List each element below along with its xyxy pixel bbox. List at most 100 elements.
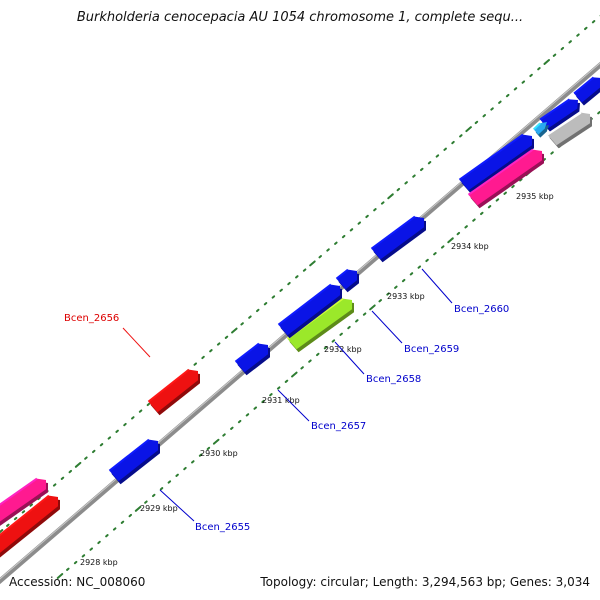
tick-dot (487, 205, 492, 209)
tick-dot (318, 255, 322, 259)
gene-feature-bcen-2659-highlight (277, 283, 332, 326)
gene-feature-tiny-lightblue[interactable] (533, 122, 549, 138)
gene-feature-small-blue-body (336, 269, 358, 290)
tick-dot (159, 487, 164, 491)
tick-dot (245, 413, 250, 417)
tick-dot (222, 433, 226, 437)
tick-dot (519, 178, 523, 182)
tick-dot (339, 332, 343, 336)
tick-dot (465, 126, 472, 133)
gene-feature-left-pink[interactable] (0, 477, 49, 529)
tick-dot (74, 461, 82, 468)
tick-dot (151, 493, 156, 498)
tick-dot (401, 278, 406, 283)
gene-feature-tiny-lightblue-shadow (535, 125, 549, 138)
gene-feature-bcen-2655[interactable] (108, 438, 161, 485)
tick-dot (128, 513, 133, 518)
gene-labels: Bcen_2656 Bcen_2655 Bcen_2657 Bcen_2658 … (64, 268, 509, 533)
gene-feature-left-pink-body (0, 478, 47, 522)
gene-label-bcen-2660[interactable]: Bcen_2660 (454, 304, 509, 315)
gene-feature-small-blue[interactable] (335, 268, 360, 293)
gene-feature-bcen-2659-body (278, 284, 341, 336)
tick-dot (73, 560, 78, 565)
callout-line-bcen-2660 (421, 268, 453, 304)
tick-dot (138, 409, 143, 413)
tick-dot (591, 20, 596, 24)
gene-label-bcen-2657[interactable]: Bcen_2657 (311, 421, 366, 432)
tick-dot (144, 500, 148, 504)
accession-label: Accession: NC_008060 (9, 575, 146, 589)
gene-feature-tiny-lightblue-highlight (533, 122, 541, 131)
tick-dot (183, 466, 187, 471)
tick-dot-tracks (0, 14, 600, 579)
tick-dot (193, 362, 198, 366)
tick-dot (315, 352, 320, 357)
gene-feature-bcen-2657[interactable] (234, 342, 271, 376)
tick-dot (198, 453, 203, 457)
gene-feature-left-red-body (0, 495, 59, 553)
gene-label-bcen-2656[interactable]: Bcen_2656 (64, 313, 119, 324)
gene-label-bcen-2659[interactable]: Bcen_2659 (404, 344, 459, 355)
tick-dot (380, 201, 385, 205)
callout-line-bcen-2655 (159, 489, 195, 522)
tick-dot (240, 322, 244, 326)
gene-feature-bcen-2656[interactable] (147, 368, 201, 416)
tick-dot (440, 245, 445, 249)
callout-line-bcen-2659 (371, 310, 403, 344)
gene-feature-topright-blue-body (540, 99, 578, 129)
tick-dot (597, 111, 600, 115)
tick-dot (373, 208, 377, 212)
tick-dot (505, 93, 510, 98)
tick-dot (201, 355, 205, 360)
scale-labels: 2928 kbp 2929 kbp 2930 kbp 2931 kbp 2932… (80, 192, 554, 567)
tick-dot (295, 275, 299, 279)
tick-dot (309, 260, 316, 267)
tick-dot (378, 299, 382, 303)
gene-feature-corner-blue[interactable] (573, 76, 600, 106)
tick-dot (224, 335, 229, 339)
scale-label-2935: 2935 kbp (516, 192, 554, 201)
tick-dot (284, 379, 289, 383)
tick-dot (21, 510, 26, 514)
gene-label-bcen-2658[interactable]: Bcen_2658 (366, 374, 421, 385)
callout-line-bcen-2657 (277, 389, 310, 422)
tick-dot (97, 540, 101, 545)
tick-dot (451, 140, 455, 145)
tick-dot (568, 40, 572, 44)
tick-dot (369, 304, 376, 311)
gene-feature-upper-pink[interactable] (467, 148, 545, 209)
tick-dot (387, 193, 394, 200)
scale-label-2933: 2933 kbp (387, 292, 425, 301)
tick-dot (115, 429, 119, 433)
gene-feature-upper-blue-highlight (458, 133, 524, 181)
tick-dot (253, 406, 258, 410)
tick-dot (167, 480, 172, 484)
gene-feature-topright-grey-highlight (546, 111, 582, 136)
gene-feature-upper-blue[interactable] (458, 133, 535, 194)
tick-dot (263, 302, 268, 306)
tick-dot (412, 174, 416, 178)
tick-dot (56, 573, 64, 579)
gene-feature-topright-blue[interactable] (539, 98, 580, 132)
tick-dot (349, 228, 354, 232)
gene-feature-upper-pink-body (468, 149, 543, 206)
tick-dot (191, 460, 195, 464)
gene-feature-topright-grey[interactable] (546, 111, 593, 149)
tick-dot (84, 456, 88, 460)
tick-dot (365, 214, 369, 219)
gene-feature-bcen-2659[interactable] (277, 283, 343, 339)
tick-dot (552, 53, 557, 57)
tick-dot (513, 87, 518, 91)
tick-dot (209, 349, 213, 353)
tick-dot (60, 476, 65, 480)
gene-feature-left-red[interactable] (0, 494, 61, 561)
tick-dot (308, 359, 312, 363)
tick-dot (131, 416, 135, 420)
gene-label-bcen-2655[interactable]: Bcen_2655 (195, 522, 250, 533)
tick-dot (216, 342, 221, 346)
scale-label-2928: 2928 kbp (80, 558, 118, 567)
tick-dot (230, 426, 234, 430)
tick-dot (433, 252, 437, 256)
gene-feature-bcen-2660[interactable] (370, 215, 427, 263)
